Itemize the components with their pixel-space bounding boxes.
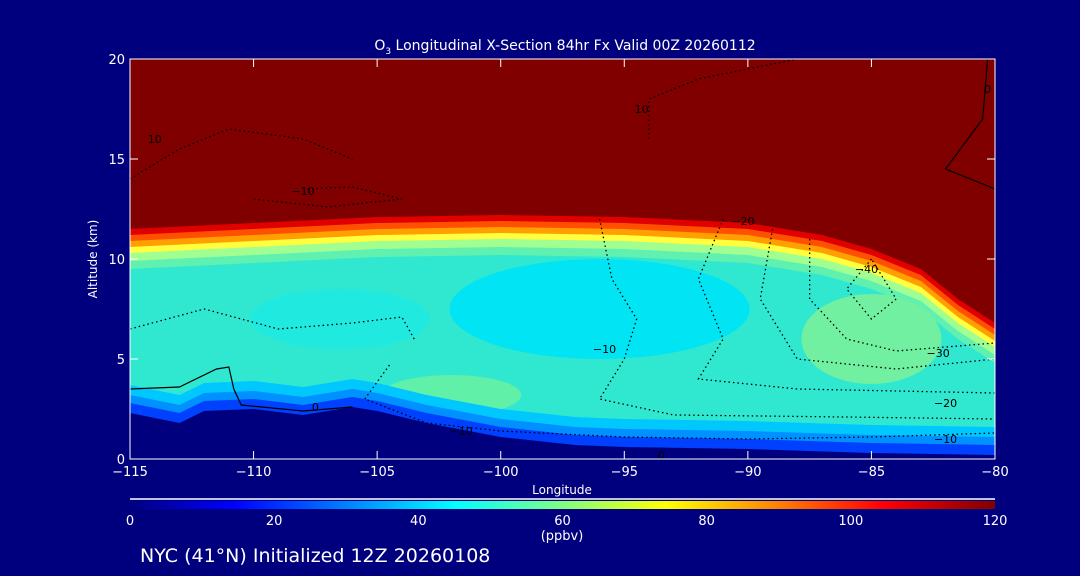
contour-label: −20 — [934, 397, 957, 410]
colorbar-tick-label: 120 — [983, 514, 1008, 529]
x-tick-label: −105 — [359, 465, 395, 480]
contour-label: −30 — [927, 347, 950, 360]
y-tick-label: 5 — [117, 353, 125, 368]
low-ozone-patch — [250, 289, 431, 349]
x-tick-label: −80 — [981, 465, 1008, 480]
y-axis-label: Altitude (km) — [86, 220, 100, 299]
colorbar-tick-label: 20 — [266, 514, 283, 529]
terrain — [130, 407, 995, 459]
colorbar-label: (ppbv) — [541, 529, 584, 544]
contour-label: −10 — [934, 433, 957, 446]
y-tick-label: 10 — [108, 253, 125, 268]
contour-label: −40 — [855, 263, 878, 276]
y-tick-label: 20 — [108, 53, 125, 68]
colorbar — [130, 501, 995, 509]
colorbar-ticks: 0 20 40 60 80 100 120 — [126, 514, 1008, 529]
contour-label: −10 — [291, 185, 314, 198]
colorbar-tick-label: 0 — [126, 514, 134, 529]
contour-line-6 — [808, 239, 995, 352]
zero-contour-upper — [944, 59, 995, 190]
contour-line-4 — [697, 218, 995, 394]
contour-label: 0 — [984, 83, 991, 96]
contour-line-0 — [130, 128, 353, 180]
contour-label: −20 — [731, 215, 754, 228]
x-tick-label: −115 — [112, 465, 148, 480]
ozone-field — [130, 59, 995, 459]
contour-label: 10 — [148, 133, 162, 146]
contour-line-1 — [253, 186, 403, 208]
colorbar-tick-label: 40 — [410, 514, 427, 529]
colorbar-tick-label: 60 — [554, 514, 571, 529]
low-ozone-core — [449, 259, 750, 359]
colorbar-tick-label: 100 — [838, 514, 863, 529]
colorbar-tick-label: 80 — [698, 514, 715, 529]
contour-line-9 — [130, 308, 415, 340]
contour-label: 0 — [658, 449, 665, 462]
footer-text: NYC (41°N) Initialized 12Z 20260108 — [140, 545, 490, 567]
high-ozone-patch — [801, 294, 942, 384]
contour-line-7 — [845, 258, 897, 320]
contour-label: 10 — [635, 103, 649, 116]
x-tick-label: −85 — [858, 465, 885, 480]
x-axis-label: Longitude — [532, 483, 592, 497]
contour-label: −10 — [593, 343, 616, 356]
zero-contour — [130, 366, 353, 412]
x-tick-label: −110 — [236, 465, 272, 480]
contour-label: 0 — [312, 401, 319, 414]
x-tick-label: −90 — [734, 465, 761, 480]
contour-label: −10 — [450, 425, 473, 438]
y-tick-label: 0 — [117, 453, 125, 468]
chart-title: O3 Longitudinal X-Section 84hr Fx Valid … — [374, 38, 755, 57]
x-tick-label: −100 — [483, 465, 519, 480]
x-tick-label: −95 — [611, 465, 638, 480]
contours: 10 −10 10 −20 −40 −30 −20 −10 −10 −10 0 0 0 — [130, 59, 995, 462]
y-tick-label: 15 — [108, 153, 125, 168]
